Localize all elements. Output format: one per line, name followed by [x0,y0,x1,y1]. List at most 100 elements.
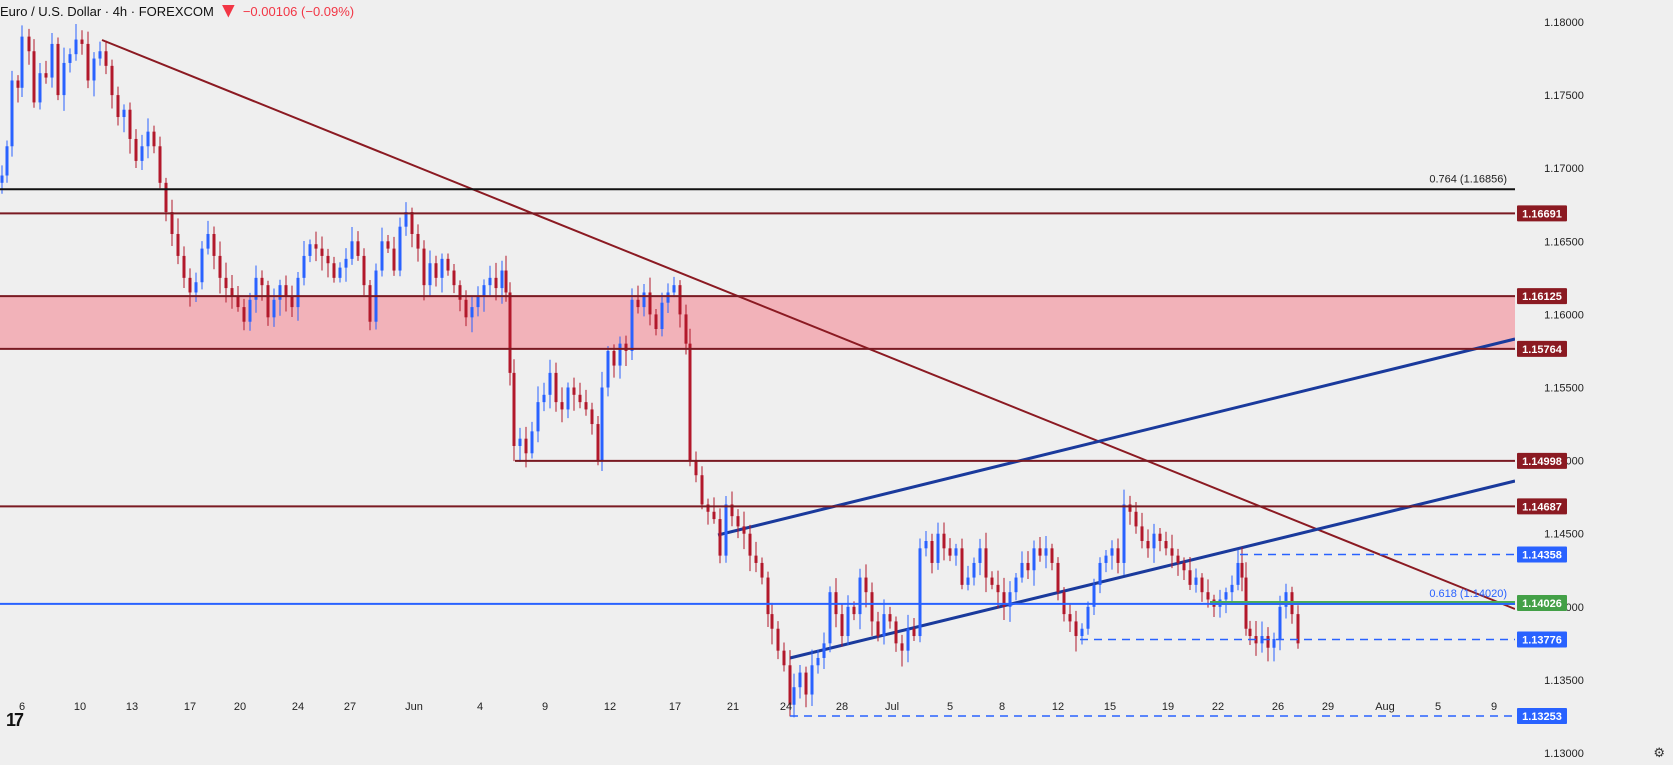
candle [68,54,72,63]
candle [1110,548,1114,556]
candle [864,577,868,593]
time-tick-label: 27 [344,701,356,713]
candle [80,39,84,44]
time-tick-label: 19 [1162,701,1174,713]
candle [984,548,988,578]
price-tick-label: 1.14500 [1544,529,1584,541]
price-tick-label: 1.15500 [1544,383,1584,395]
price-tick-label: 1.16500 [1544,236,1584,248]
candle [416,233,420,249]
candle [936,533,940,563]
candle [542,394,546,403]
candle [380,241,384,271]
candle [1044,548,1048,556]
candle [906,628,910,651]
candle [846,606,850,637]
time-tick-label: Aug [1375,701,1395,713]
candle [74,39,78,55]
candle [332,263,336,278]
gear-icon[interactable]: ⚙ [1653,745,1665,760]
candle [248,299,252,322]
candle [1050,548,1054,563]
candle [584,402,588,410]
candle [876,621,880,637]
candle [194,282,198,293]
candle [666,292,670,303]
price-axis: 1.18000 1.17500 1.17000 1.16500 1.16000 1.155… [1515,0,1673,765]
candle [798,672,802,688]
candle [578,394,582,403]
candle [494,277,498,289]
candle [742,526,746,534]
candle [678,285,682,315]
candle [488,277,492,286]
candle [1116,548,1120,563]
candle [596,424,600,461]
tradingview-logo-icon[interactable]: 17 [6,710,24,730]
candle [548,372,552,395]
candle [16,80,20,88]
candle [1014,577,1018,593]
candle [1278,606,1282,639]
time-tick-label: 13 [126,701,138,713]
level-badge [1517,594,1567,611]
candle [912,628,916,637]
candle [110,65,114,96]
candle [822,643,826,658]
descending-trendline [101,39,1516,610]
time-tick-label: 4 [477,701,483,713]
candle [500,270,504,289]
level-badge-label: 1.13253 [1522,711,1562,723]
time-tick-label: 24 [292,701,304,713]
candlestick-series [0,23,1300,718]
candle [386,241,390,249]
candle [636,299,640,308]
level-badge-label: 1.14687 [1522,501,1562,513]
candle [882,614,886,637]
time-axis: 6 10 13 17 20 24 27 Jun 4 9 12 17 21 24 28 Jul 5 8 12 15 19 2… [19,701,1497,713]
symbol-title[interactable]: Euro / U.S. Dollar · 4h · FOREXCOM [0,3,214,19]
candle [338,267,342,278]
level-badge [1517,708,1567,725]
candle [1134,511,1138,527]
candle [302,255,306,278]
candle [612,350,616,366]
candle [660,302,664,330]
candle [1206,592,1210,600]
candle [134,138,138,161]
candle [508,292,512,373]
candle [140,146,144,161]
candle [98,51,102,59]
level-badge-label: 1.14026 [1522,598,1562,610]
candle [1080,628,1084,637]
candle [356,241,360,256]
candle [314,244,318,249]
candle [672,285,676,293]
level-badge-label: 1.13776 [1522,635,1562,647]
candle [44,73,48,78]
candle [990,577,994,585]
candle [326,255,330,264]
candle [56,43,60,96]
candle [38,73,42,103]
candle [1104,555,1108,563]
candle [62,62,66,96]
candle [870,592,874,622]
time-tick-label: 8 [999,701,1005,713]
candle [1026,562,1030,571]
candle [736,516,740,527]
candle [1092,584,1096,607]
candle [712,511,716,520]
candle [606,350,610,388]
price-tick-label: 1.13500 [1544,675,1584,687]
candle [504,270,508,293]
level-badge-label: 1.16691 [1522,208,1562,220]
candle [694,460,698,476]
candle [170,212,174,234]
candle [200,248,204,283]
chart-header: Euro / U.S. Dollar · 4h · FOREXCOM −0.00… [0,0,354,22]
candle [10,80,14,147]
candle [27,36,31,52]
candle [618,343,622,366]
